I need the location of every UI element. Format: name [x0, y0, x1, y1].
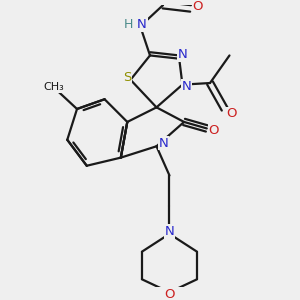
Text: N: N	[182, 80, 191, 93]
Text: N: N	[159, 136, 169, 149]
Text: H: H	[124, 18, 134, 31]
Text: O: O	[164, 288, 175, 300]
Text: O: O	[226, 107, 236, 120]
Text: S: S	[123, 71, 131, 84]
Text: O: O	[192, 0, 203, 13]
Text: CH₃: CH₃	[43, 82, 64, 92]
Text: O: O	[209, 124, 219, 136]
Text: N: N	[178, 48, 187, 61]
Text: N: N	[165, 225, 174, 238]
Text: N: N	[137, 18, 147, 31]
